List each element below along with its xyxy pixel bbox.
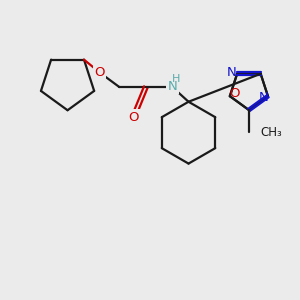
- Text: N: N: [227, 66, 237, 79]
- Text: N: N: [167, 80, 177, 93]
- Text: N: N: [258, 91, 268, 104]
- Text: O: O: [94, 65, 105, 79]
- Text: CH₃: CH₃: [260, 126, 282, 139]
- Text: H: H: [172, 74, 180, 84]
- Text: O: O: [128, 111, 138, 124]
- Text: O: O: [229, 87, 240, 100]
